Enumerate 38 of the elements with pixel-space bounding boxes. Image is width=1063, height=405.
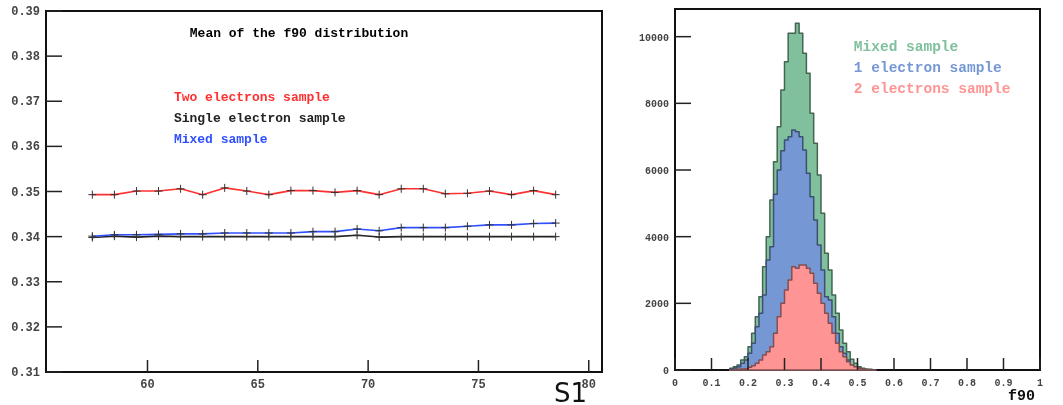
x-tick-label: 70 bbox=[360, 378, 376, 392]
y-tick-label: 10000 bbox=[638, 32, 669, 44]
y-tick-label: 0.34 bbox=[11, 230, 40, 245]
text: Two electrons sample bbox=[173, 90, 331, 105]
y-tick-label: 0.36 bbox=[11, 140, 40, 155]
y-tick-label: 0.35 bbox=[11, 185, 40, 200]
y-tick-label: 0.37 bbox=[11, 95, 40, 110]
text: Single electron sample bbox=[173, 111, 346, 126]
x-tick-label: 0.1 bbox=[702, 378, 721, 389]
x-tick-label: 0.2 bbox=[738, 378, 758, 389]
x-tick-label: 0.3 bbox=[775, 378, 794, 389]
y-tick-label: 0.38 bbox=[11, 50, 40, 65]
y-tick-label: 0.39 bbox=[11, 5, 40, 19]
y-tick-label: 0.31 bbox=[11, 366, 40, 380]
x-tick-label: 60 bbox=[140, 378, 155, 392]
x-tick-label: 1 bbox=[1036, 378, 1044, 389]
text: Mixed sample bbox=[173, 132, 268, 147]
x-tick-label: 65 bbox=[250, 378, 266, 392]
x-tick-label: 0.4 bbox=[811, 378, 831, 389]
x-tick-label: 0.7 bbox=[921, 378, 940, 389]
y-tick-label: 0.32 bbox=[11, 320, 40, 335]
x-tick-label: 75 bbox=[471, 378, 486, 392]
y-tick-label: 0.33 bbox=[11, 275, 40, 290]
x-tick-label: 0.6 bbox=[884, 378, 904, 389]
text: Mean of the f90 distribution bbox=[189, 26, 409, 41]
x-tick-label: 0.8 bbox=[957, 378, 977, 389]
y-tick-label: 2000 bbox=[644, 299, 669, 311]
text: Mixed sample bbox=[853, 39, 959, 55]
y-tick-label: 8000 bbox=[644, 99, 669, 111]
x-tick-label: 0 bbox=[671, 378, 679, 389]
text: 2 electrons sample bbox=[853, 81, 1011, 97]
y-tick-label: 6000 bbox=[644, 166, 669, 177]
y-tick-label: 0 bbox=[662, 366, 669, 377]
x-tick-label: 0.9 bbox=[994, 378, 1013, 389]
x-axis-title: f90 bbox=[1007, 388, 1035, 405]
y-tick-label: 4000 bbox=[644, 232, 669, 244]
x-tick-label: 0.5 bbox=[848, 378, 867, 389]
text: 1 electron sample bbox=[853, 60, 1002, 76]
